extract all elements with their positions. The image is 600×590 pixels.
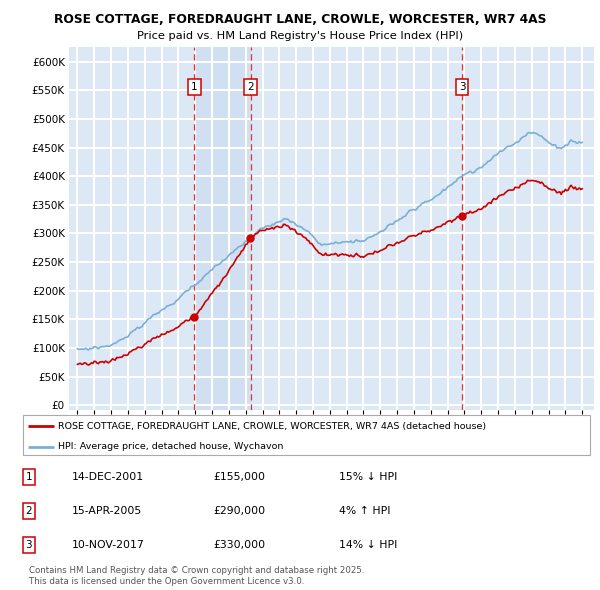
Text: 1: 1 [191, 83, 198, 92]
Text: 1: 1 [25, 472, 32, 481]
Text: 4% ↑ HPI: 4% ↑ HPI [339, 506, 391, 516]
Bar [194, 47, 251, 410]
Text: HPI: Average price, detached house, Wychavon: HPI: Average price, detached house, Wych… [58, 442, 283, 451]
Text: 14% ↓ HPI: 14% ↓ HPI [339, 540, 397, 550]
Text: £155,000: £155,000 [213, 472, 265, 481]
Text: 3: 3 [25, 540, 32, 550]
Text: 3: 3 [459, 83, 466, 92]
Text: £290,000: £290,000 [213, 506, 265, 516]
Text: 2: 2 [247, 83, 254, 92]
Text: 15% ↓ HPI: 15% ↓ HPI [339, 472, 397, 481]
Text: Price paid vs. HM Land Registry's House Price Index (HPI): Price paid vs. HM Land Registry's House … [137, 31, 463, 41]
FancyBboxPatch shape [23, 415, 590, 455]
Text: ROSE COTTAGE, FOREDRAUGHT LANE, CROWLE, WORCESTER, WR7 4AS: ROSE COTTAGE, FOREDRAUGHT LANE, CROWLE, … [54, 13, 546, 26]
Text: 2: 2 [25, 506, 32, 516]
Text: 14-DEC-2001: 14-DEC-2001 [72, 472, 144, 481]
Text: Contains HM Land Registry data © Crown copyright and database right 2025.
This d: Contains HM Land Registry data © Crown c… [29, 566, 364, 586]
Text: ROSE COTTAGE, FOREDRAUGHT LANE, CROWLE, WORCESTER, WR7 4AS (detached house): ROSE COTTAGE, FOREDRAUGHT LANE, CROWLE, … [58, 422, 486, 431]
Text: £330,000: £330,000 [213, 540, 265, 550]
Text: 10-NOV-2017: 10-NOV-2017 [72, 540, 145, 550]
Text: 15-APR-2005: 15-APR-2005 [72, 506, 142, 516]
